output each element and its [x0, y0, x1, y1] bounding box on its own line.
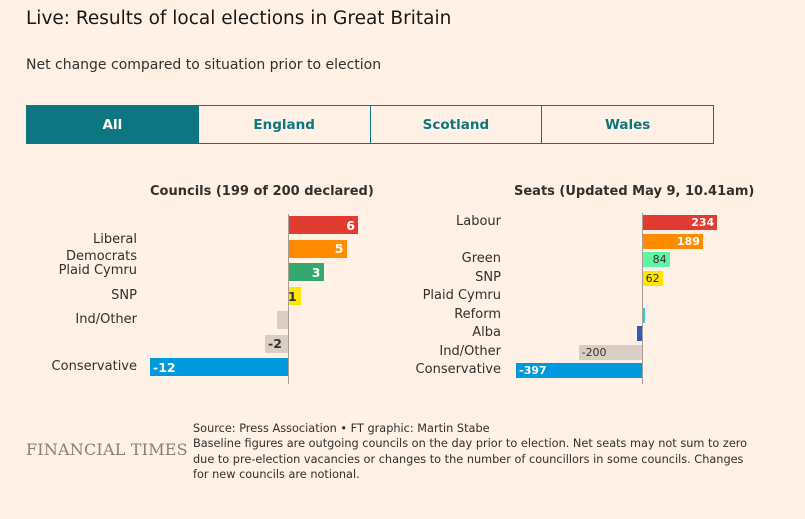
page-subtitle: Net change compared to situation prior t…	[26, 57, 382, 73]
row-label: Plaid Cymru	[422, 288, 501, 303]
row-label: Ind/Other	[439, 344, 501, 359]
bar-value-label: 189	[676, 234, 700, 248]
row-label: Labour	[456, 214, 501, 229]
row-label: Green	[461, 251, 501, 266]
tab-england[interactable]: England	[197, 106, 370, 143]
row-label: Alba	[472, 325, 501, 340]
bar	[643, 233, 703, 249]
bar-value-label: 62	[645, 271, 660, 285]
bar-value-label: 84	[652, 253, 667, 266]
row-label: Ind/Other	[75, 312, 137, 327]
row-label: Plaid Cymru	[58, 263, 137, 278]
tab-scotland[interactable]: Scotland	[369, 106, 542, 143]
bar	[150, 358, 288, 377]
bar-value-label: 1	[288, 288, 297, 304]
page-title: Live: Results of local elections in Grea…	[26, 8, 452, 29]
bar	[643, 307, 645, 323]
footer-notes: Source: Press Association • FT graphic: …	[193, 421, 753, 482]
bar	[265, 334, 288, 353]
bar	[289, 216, 358, 234]
bar-value-label: 5	[334, 241, 344, 257]
row-label: Reform	[454, 307, 501, 322]
tab-all[interactable]: All	[27, 106, 198, 143]
bar	[289, 239, 347, 258]
region-tabs: All England Scotland Wales	[26, 105, 714, 144]
bar	[289, 263, 324, 282]
bar-value-label: -2	[268, 336, 282, 351]
row-label: Liberal Democrats	[66, 232, 137, 264]
bar	[289, 287, 301, 306]
zero-axis	[642, 213, 643, 384]
zero-axis	[288, 214, 289, 384]
bar	[643, 270, 663, 286]
tab-wales[interactable]: Wales	[541, 106, 713, 143]
row-label: Conservative	[51, 359, 137, 374]
bar-value-label: 3	[311, 264, 321, 280]
bar-value-label: 234	[691, 216, 715, 229]
bar-value-label: -397	[519, 364, 547, 377]
row-label: SNP	[475, 270, 501, 285]
councils-chart-title: Councils (199 of 200 declared)	[150, 184, 374, 199]
bar	[643, 252, 670, 267]
seats-chart-title: Seats (Updated May 9, 10.41am)	[514, 184, 755, 199]
row-label: SNP	[111, 288, 137, 303]
baseline-note: Baseline figures are outgoing councils o…	[193, 437, 748, 481]
bar	[636, 326, 642, 341]
ft-logo: FINANCIAL TIMES	[26, 440, 188, 459]
bar	[578, 344, 642, 360]
bar	[276, 310, 288, 329]
bar-value-label: -200	[581, 345, 607, 359]
bar-value-label: -12	[153, 359, 176, 375]
bar-value-label: 6	[346, 217, 355, 233]
bar	[516, 363, 642, 378]
source-text: Source: Press Association • FT graphic: …	[193, 422, 490, 435]
bar	[643, 215, 718, 230]
row-label: Conservative	[415, 362, 501, 377]
